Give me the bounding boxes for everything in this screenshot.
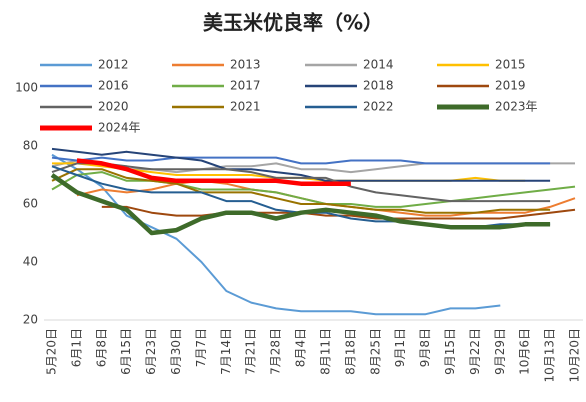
x-tick-label: 5月20日 <box>45 328 59 375</box>
x-tick-label: 9月15日 <box>443 328 457 375</box>
legend-label: 2021 <box>230 100 261 114</box>
x-tick-label: 8月4日 <box>294 328 308 367</box>
series-line <box>51 153 501 316</box>
series-line <box>51 156 551 165</box>
legend-label: 2013 <box>230 58 261 72</box>
series-line <box>51 162 551 203</box>
x-tick-label: 9月29日 <box>493 328 507 375</box>
legend-label: 2019 <box>495 79 526 93</box>
legend-label: 2016 <box>98 79 129 93</box>
x-tick-label: 6月15日 <box>119 328 133 375</box>
y-tick-label: 20 <box>23 313 38 327</box>
legend-label: 2023年 <box>495 100 538 114</box>
x-tick-label: 7月21日 <box>244 328 258 375</box>
x-tick-label: 9月1日 <box>393 328 407 367</box>
legend-label: 2012 <box>98 58 129 72</box>
legend-label: 2024年 <box>98 121 141 135</box>
series-line <box>51 147 551 182</box>
x-tick-label: 6月23日 <box>144 328 158 375</box>
x-tick-label: 9月8日 <box>418 328 432 367</box>
x-tick-label: 8月25日 <box>368 328 382 375</box>
x-tick-label: 7月7日 <box>194 328 208 367</box>
y-tick-label: 100 <box>15 81 38 95</box>
series-line <box>50 173 551 236</box>
legend-label: 2017 <box>230 79 261 93</box>
chart-title: 美玉米优良率（%） <box>203 11 383 35</box>
series-line <box>51 168 551 214</box>
series-line <box>76 158 351 186</box>
x-tick-label: 10月13日 <box>543 328 557 383</box>
x-tick-label: 6月8日 <box>94 328 108 367</box>
y-tick-label: 40 <box>23 255 38 269</box>
legend-label: 2020 <box>98 100 129 114</box>
legend-label: 2015 <box>495 58 526 72</box>
x-tick-label: 8月11日 <box>318 328 332 375</box>
x-tick-label: 7月28日 <box>269 328 283 375</box>
x-tick-label: 10月6日 <box>518 328 532 375</box>
x-tick-label: 10月20日 <box>568 328 582 383</box>
legend-label: 2022 <box>363 100 394 114</box>
x-tick-label: 8月18日 <box>343 328 357 375</box>
x-tick-label: 6月1日 <box>69 328 83 367</box>
y-tick-label: 80 <box>23 139 38 153</box>
x-tick-label: 9月22日 <box>468 328 482 375</box>
y-tick-label: 60 <box>23 197 38 211</box>
x-tick-label: 6月30日 <box>169 328 183 375</box>
legend-label: 2014 <box>363 58 394 72</box>
series-line <box>51 171 576 208</box>
legend-label: 2018 <box>363 79 394 93</box>
x-tick-label: 7月14日 <box>219 328 233 375</box>
